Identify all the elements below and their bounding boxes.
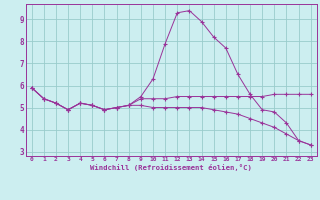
X-axis label: Windchill (Refroidissement éolien,°C): Windchill (Refroidissement éolien,°C) — [90, 164, 252, 171]
